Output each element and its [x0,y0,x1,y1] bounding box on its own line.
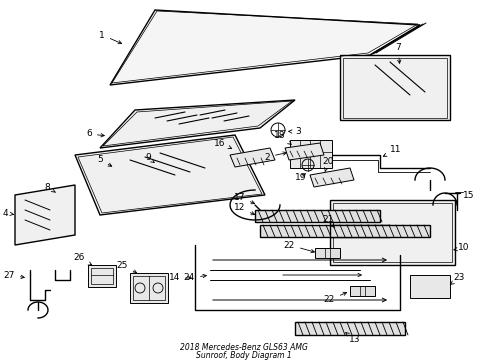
Polygon shape [260,225,389,237]
Text: 16: 16 [213,139,231,149]
Polygon shape [339,55,449,120]
Polygon shape [285,143,324,160]
Text: 14: 14 [168,274,191,283]
Text: 23: 23 [449,274,464,285]
Text: 1: 1 [99,31,122,44]
Text: 12: 12 [233,203,254,215]
Text: 18: 18 [273,130,291,144]
Text: 2018 Mercedes-Benz GLS63 AMG: 2018 Mercedes-Benz GLS63 AMG [180,342,307,351]
Polygon shape [254,210,379,222]
Text: 26: 26 [74,253,92,265]
Text: 5: 5 [97,156,111,166]
Polygon shape [289,140,331,168]
Text: 21: 21 [321,216,334,228]
Text: Sunroof, Body Diagram 1: Sunroof, Body Diagram 1 [196,351,291,360]
Text: 10: 10 [453,243,468,252]
Text: 17: 17 [233,193,254,204]
Text: 7: 7 [394,44,400,63]
Polygon shape [229,148,274,167]
Polygon shape [294,322,404,335]
Text: 2: 2 [264,152,286,162]
Polygon shape [329,225,429,237]
Text: 27: 27 [3,270,24,279]
Polygon shape [409,275,449,298]
Text: 11: 11 [383,145,401,156]
Text: 15: 15 [462,190,473,199]
Text: 3: 3 [288,127,300,136]
Polygon shape [349,286,374,296]
Text: 20: 20 [321,158,333,172]
Text: 9: 9 [145,153,154,162]
Text: 13: 13 [345,333,360,345]
Polygon shape [88,265,116,287]
Text: 6: 6 [86,130,104,139]
Polygon shape [100,100,294,148]
Polygon shape [309,168,353,187]
Text: 8: 8 [44,183,55,192]
Text: 4: 4 [2,208,14,217]
Text: 22: 22 [283,240,314,253]
Text: 24: 24 [183,274,206,283]
Polygon shape [130,273,168,303]
Text: 22: 22 [323,292,346,305]
Text: 25: 25 [116,261,137,273]
Polygon shape [15,185,75,245]
Polygon shape [314,248,339,258]
Polygon shape [75,135,264,215]
Text: 19: 19 [294,174,306,183]
Polygon shape [110,10,419,85]
Polygon shape [329,200,454,265]
